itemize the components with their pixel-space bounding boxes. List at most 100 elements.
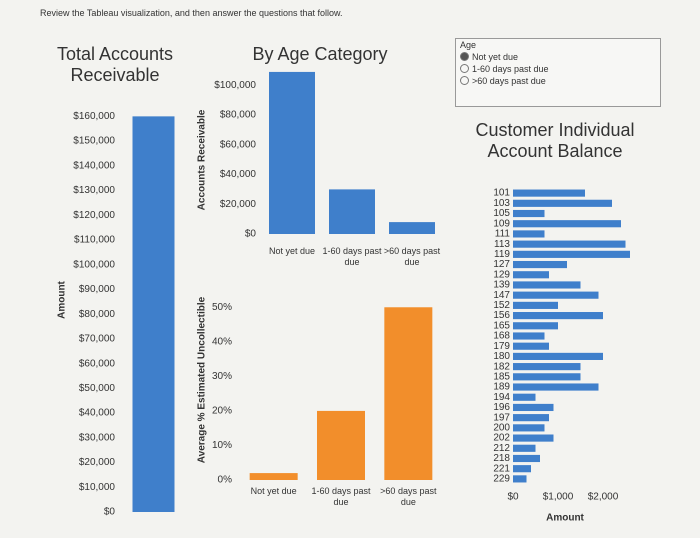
x-tick-label: 1-60 days past due — [311, 486, 371, 507]
y-tick-label: $30,000 — [79, 432, 116, 443]
bar — [513, 189, 585, 197]
y-tick-label: 189 — [493, 382, 510, 393]
bar — [513, 414, 549, 422]
y-tick-label: $40,000 — [220, 169, 257, 180]
bar — [513, 322, 558, 330]
bar — [513, 250, 630, 258]
x-axis-label: Amount — [546, 513, 584, 524]
bar — [513, 403, 554, 412]
y-tick-label: $20,000 — [220, 199, 257, 210]
y-tick-label: $80,000 — [79, 309, 116, 320]
legend-item[interactable]: >60 days past due — [456, 75, 660, 87]
x-tick-label: 1-60 days past due — [322, 246, 382, 267]
y-tick-label: 113 — [494, 239, 510, 250]
bar — [513, 260, 567, 269]
bar — [513, 230, 545, 238]
y-tick-label: 119 — [494, 249, 510, 260]
y-tick-label: $60,000 — [79, 358, 116, 369]
y-tick-label: $100,000 — [73, 259, 115, 270]
legend-item[interactable]: Not yet due — [456, 51, 660, 63]
y-tick-label: 152 — [493, 300, 510, 311]
y-tick-label: $40,000 — [79, 408, 116, 419]
y-tick-label: $160,000 — [73, 111, 115, 122]
y-tick-label: 109 — [493, 218, 510, 229]
y-tick-label: 0% — [218, 475, 233, 486]
y-tick-label: $70,000 — [79, 334, 116, 345]
y-axis-label: Amount — [57, 280, 68, 318]
y-tick-label: 197 — [493, 412, 510, 423]
bar — [513, 424, 545, 432]
bar — [513, 465, 531, 473]
y-tick-label: $60,000 — [220, 139, 257, 150]
chart-title: By Age Category — [252, 44, 388, 64]
x-tick-label: $2,000 — [588, 492, 619, 503]
legend-item[interactable]: 1-60 days past due — [456, 63, 660, 75]
x-tick-label: >60 days past due — [380, 486, 437, 507]
bar — [513, 209, 545, 218]
y-tick-label: $130,000 — [73, 185, 115, 196]
bar — [317, 410, 365, 480]
bar — [513, 291, 599, 299]
y-tick-label: 105 — [493, 208, 510, 219]
bar — [513, 271, 549, 279]
y-tick-label: 10% — [212, 440, 232, 451]
bar — [384, 307, 433, 480]
bar — [513, 434, 554, 442]
y-tick-label: 156 — [493, 310, 510, 321]
legend-label: 1-60 days past due — [472, 64, 549, 74]
x-tick-label: $1,000 — [543, 492, 574, 503]
bar — [132, 116, 175, 512]
bar — [513, 332, 545, 340]
chart-title: Customer Individual Account Balance — [475, 120, 635, 161]
bar — [513, 199, 612, 207]
bar — [329, 189, 375, 234]
bar — [513, 383, 599, 391]
y-tick-label: 101 — [493, 188, 510, 199]
x-tick-label: $0 — [507, 492, 519, 503]
y-tick-label: 196 — [493, 402, 510, 413]
y-tick-label: 168 — [493, 331, 510, 342]
y-tick-label: 200 — [493, 423, 510, 434]
y-tick-label: 129 — [493, 269, 510, 280]
bar — [513, 301, 558, 309]
legend: Age Not yet due 1-60 days past due >60 d… — [455, 38, 661, 107]
y-tick-label: 147 — [493, 290, 510, 301]
chart-title: Total Accounts Receivable — [56, 44, 174, 85]
y-tick-label: 20% — [212, 406, 232, 417]
bar — [513, 352, 603, 360]
bar — [513, 220, 621, 228]
y-tick-label: 111 — [495, 229, 511, 240]
y-tick-label: 202 — [493, 433, 510, 444]
bar — [513, 312, 603, 320]
y-tick-label: 50% — [212, 302, 232, 313]
bar — [513, 444, 536, 452]
y-tick-label: 194 — [493, 392, 510, 403]
bar — [269, 71, 315, 234]
legend-label: Not yet due — [472, 52, 519, 62]
x-tick-label: >60 days past due — [383, 246, 441, 267]
y-tick-label: $90,000 — [79, 284, 116, 295]
y-tick-label: 40% — [212, 336, 232, 347]
y-tick-label: $0 — [104, 507, 116, 518]
y-axis-label: Average % Estimated Uncollectible — [197, 296, 208, 463]
y-tick-label: 218 — [493, 453, 510, 464]
y-tick-label: 229 — [493, 474, 510, 485]
y-tick-label: $120,000 — [73, 210, 115, 221]
y-axis-label: Accounts Receivable — [197, 109, 208, 210]
y-tick-label: 165 — [493, 320, 510, 331]
y-tick-label: 180 — [493, 351, 510, 362]
x-tick-label: Not yet due — [250, 486, 297, 496]
bar — [249, 473, 298, 480]
y-tick-label: 221 — [493, 463, 510, 474]
bar — [513, 393, 536, 401]
y-tick-label: $110,000 — [74, 235, 115, 246]
y-tick-label: 182 — [493, 361, 510, 372]
bar — [513, 281, 581, 289]
y-tick-label: 179 — [493, 341, 510, 352]
y-tick-label: $20,000 — [79, 457, 116, 468]
y-tick-label: 212 — [493, 443, 510, 454]
y-tick-label: 127 — [493, 259, 510, 270]
y-tick-label: $100,000 — [214, 80, 256, 91]
